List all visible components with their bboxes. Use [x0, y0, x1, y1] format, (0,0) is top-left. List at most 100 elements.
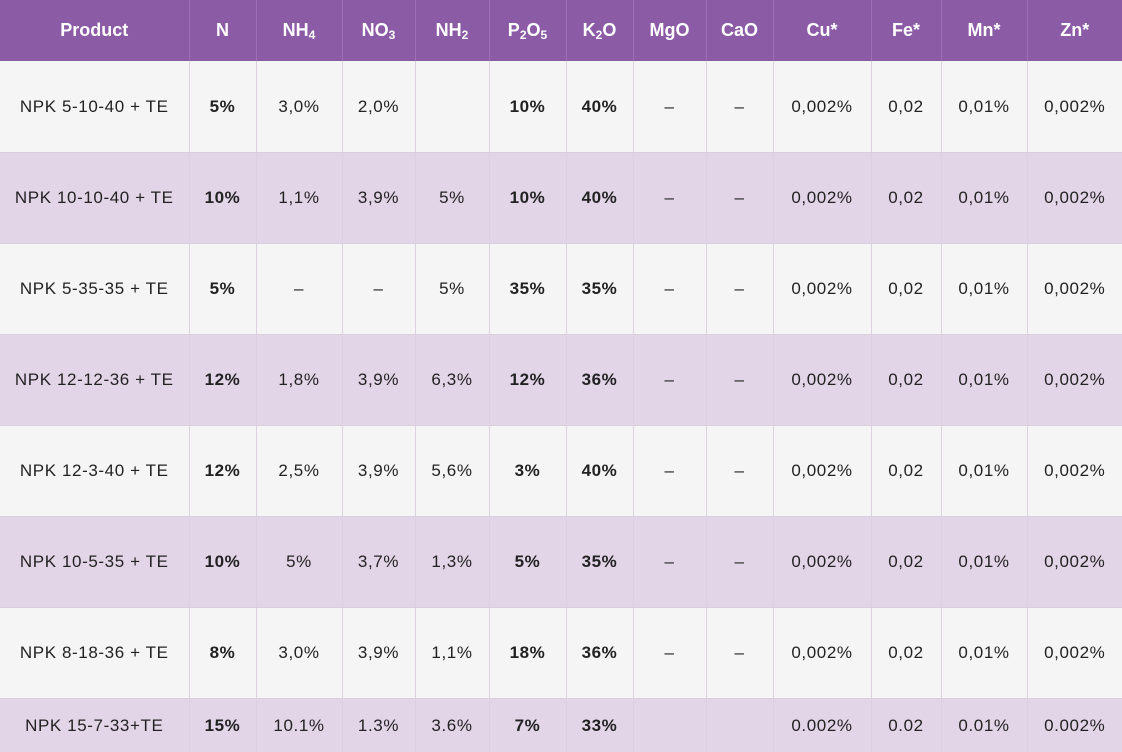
cell-nh2: 5%	[415, 243, 490, 335]
cell-mgo: –	[633, 607, 707, 699]
header-product-main: Product	[60, 20, 129, 40]
cell-zn: 0,002%	[1027, 516, 1122, 608]
cell-p2o5: 10%	[489, 61, 567, 153]
cell-cu: 0,002%	[773, 334, 872, 426]
cell-k2o: 40%	[566, 61, 634, 153]
table-row: NPK 5-35-35 + TE 5% – –5% 35% 35% – –0,002% 0,02…	[0, 243, 1122, 335]
cell-nh2: 5%	[415, 152, 490, 244]
header-k2o-mid: O	[602, 20, 617, 40]
cell-mn: 0,01%	[941, 152, 1028, 244]
header-cao: CaO	[706, 0, 774, 61]
cell-nh4: 1,1%	[256, 152, 343, 244]
cell-nh4: 10.1%	[256, 698, 343, 752]
header-mgo-main: MgO	[649, 20, 690, 40]
table-row: NPK 10-5-35 + TE 10% 5% 3,7% 1,3% 5% 35% – –0,00…	[0, 516, 1122, 608]
cell-k2o: 33%	[566, 698, 634, 752]
cell-fe: 0,02	[871, 425, 942, 517]
cell-n: 5%	[189, 61, 257, 153]
cell-product: NPK 8-18-36 + TE	[0, 607, 190, 699]
cell-nh2: 1,3%	[415, 516, 490, 608]
header-mgo: MgO	[633, 0, 707, 61]
cell-n: 15%	[189, 698, 257, 752]
cell-product: NPK 12-3-40 + TE	[0, 425, 190, 517]
cell-n: 12%	[189, 425, 257, 517]
header-mn: Mn*	[941, 0, 1028, 61]
cell-no3: –	[342, 243, 416, 335]
cell-nh4: 3,0%	[256, 61, 343, 153]
cell-fe: 0.02	[871, 698, 942, 752]
table-row: NPK 12-3-40 + TE 12% 2,5% 3,9% 5,6% 3% 40% – –0,…	[0, 425, 1122, 517]
header-k2o-sub1: 2	[595, 28, 603, 42]
cell-fe: 0,02	[871, 516, 942, 608]
cell-mgo: –	[633, 516, 707, 608]
cell-fe: 0,02	[871, 152, 942, 244]
cell-k2o: 40%	[566, 425, 634, 517]
table-body: NPK 5-10-40 + TE 5% 3,0% 2,0% 10% 40% – –0,002%…	[0, 61, 1122, 752]
cell-p2o5: 7%	[489, 698, 567, 752]
cell-mn: 0,01%	[941, 516, 1028, 608]
table-header: Product N NH4 NO3 NH2 P2O5 K2O MgO CaO Cu* Fe* Mn* Z…	[0, 0, 1122, 61]
header-no3: NO3	[342, 0, 416, 61]
cell-nh4: 5%	[256, 516, 343, 608]
table-row: NPK 10-10-40 + TE 10% 1,1% 3,9% 5% 10% 40% – –0,…	[0, 152, 1122, 244]
cell-no3: 3,7%	[342, 516, 416, 608]
header-nh2-sub1: 2	[461, 28, 469, 42]
cell-mgo	[633, 698, 707, 752]
header-nh4-main: NH	[282, 20, 309, 40]
cell-p2o5: 18%	[489, 607, 567, 699]
cell-p2o5: 3%	[489, 425, 567, 517]
cell-zn: 0.002%	[1027, 698, 1122, 752]
cell-cu: 0,002%	[773, 243, 872, 335]
cell-zn: 0,002%	[1027, 607, 1122, 699]
header-no3-sub1: 3	[388, 28, 396, 42]
cell-mn: 0,01%	[941, 243, 1028, 335]
cell-mn: 0.01%	[941, 698, 1028, 752]
cell-k2o: 36%	[566, 607, 634, 699]
cell-mgo: –	[633, 152, 707, 244]
cell-cao: –	[706, 243, 774, 335]
cell-zn: 0,002%	[1027, 152, 1122, 244]
cell-product: NPK 15-7-33+TE	[0, 698, 190, 752]
cell-mn: 0,01%	[941, 607, 1028, 699]
cell-cu: 0.002%	[773, 698, 872, 752]
cell-cao: –	[706, 425, 774, 517]
cell-nh4: –	[256, 243, 343, 335]
header-zn: Zn*	[1027, 0, 1122, 61]
cell-zn: 0,002%	[1027, 61, 1122, 153]
cell-zn: 0,002%	[1027, 334, 1122, 426]
cell-cao: –	[706, 607, 774, 699]
cell-fe: 0,02	[871, 607, 942, 699]
header-nh4-sub1: 4	[308, 28, 316, 42]
header-product: Product	[0, 0, 190, 61]
header-p2o5-main: P	[507, 20, 520, 40]
cell-product: NPK 5-35-35 + TE	[0, 243, 190, 335]
cell-product: NPK 10-10-40 + TE	[0, 152, 190, 244]
cell-mn: 0,01%	[941, 425, 1028, 517]
cell-cao: –	[706, 61, 774, 153]
cell-mgo: –	[633, 334, 707, 426]
header-n: N	[189, 0, 257, 61]
header-nh2-main: NH	[435, 20, 462, 40]
cell-mgo: –	[633, 61, 707, 153]
header-p2o5: P2O5	[489, 0, 567, 61]
cell-no3: 3,9%	[342, 152, 416, 244]
cell-cu: 0,002%	[773, 61, 872, 153]
cell-cao: –	[706, 152, 774, 244]
cell-k2o: 35%	[566, 243, 634, 335]
cell-mn: 0,01%	[941, 61, 1028, 153]
cell-mgo: –	[633, 243, 707, 335]
cell-product: NPK 5-10-40 + TE	[0, 61, 190, 153]
cell-no3: 3,9%	[342, 334, 416, 426]
header-k2o-main: K	[582, 20, 596, 40]
table-row: NPK 5-10-40 + TE 5% 3,0% 2,0% 10% 40% – –0,002%…	[0, 61, 1122, 153]
header-cao-main: CaO	[720, 20, 758, 40]
cell-nh4: 1,8%	[256, 334, 343, 426]
cell-mgo: –	[633, 425, 707, 517]
cell-nh4: 3,0%	[256, 607, 343, 699]
cell-nh2: 5,6%	[415, 425, 490, 517]
cell-fe: 0,02	[871, 61, 942, 153]
cell-nh4: 2,5%	[256, 425, 343, 517]
header-p2o5-sub1: 2	[519, 28, 527, 42]
header-p2o5-mid: O	[526, 20, 541, 40]
header-no3-main: NO	[361, 20, 389, 40]
